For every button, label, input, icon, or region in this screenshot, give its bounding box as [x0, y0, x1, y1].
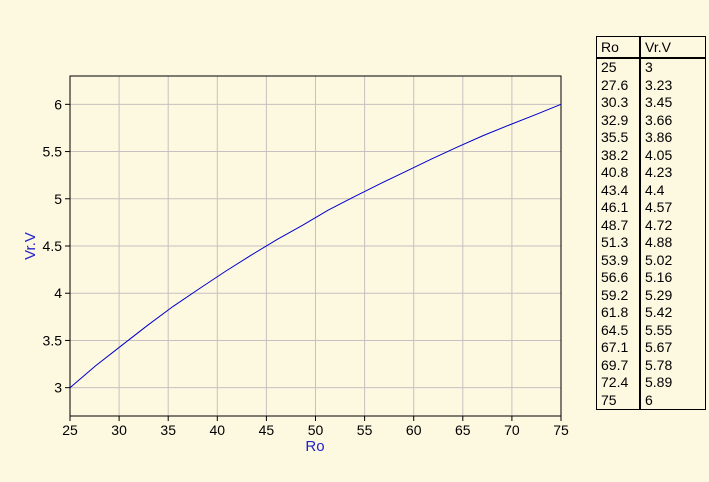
- cell-ro: 64.5: [596, 321, 641, 339]
- chart: 25 30 35 40 45 50 55 60 65 70 75 3 3.5 4 4.5 5 5.5 6 Ro V…: [22, 75, 569, 455]
- table-header-row: Ro Vr.V: [596, 36, 706, 59]
- x-tick-label: 60: [406, 422, 422, 438]
- x-tick-label: 55: [357, 422, 373, 438]
- cell-ro: 56.6: [596, 269, 641, 287]
- table-row: 61.8 5.42: [596, 304, 706, 322]
- table-row: 30.3 3.45: [596, 94, 706, 112]
- table-row: 43.4 4.4: [596, 181, 706, 199]
- cell-ro: 75: [596, 391, 641, 410]
- cell-vrv: 5.16: [645, 269, 673, 285]
- cell-vrv: 3: [645, 59, 653, 75]
- cell-vrv: 4.88: [645, 234, 673, 250]
- cell-vrv: 4.05: [645, 146, 673, 163]
- cell-ro: 48.7: [596, 216, 641, 234]
- cell-ro: 69.7: [596, 356, 641, 374]
- y-tick-label: 6: [54, 96, 62, 112]
- cell-ro: 35.5: [596, 129, 641, 147]
- cell-vrv: 4.72: [645, 216, 673, 233]
- y-tick-label: 5: [54, 191, 62, 207]
- cell-ro: 61.8: [596, 304, 641, 322]
- table-row: 38.2 4.05: [596, 146, 706, 164]
- column-header-vrv: Vr.V: [640, 36, 706, 59]
- table-body: 25 3 27.6 3.23 30.3 3.45 32.9 3.66 35.5 3.86 38.2 4…: [596, 58, 706, 410]
- cell-ro: 72.4: [596, 374, 641, 392]
- cell-vrv: 4.4: [645, 181, 665, 198]
- y-tick-label: 4.5: [43, 238, 63, 254]
- cell-ro: 38.2: [596, 146, 641, 164]
- cell-vrv: 5.78: [645, 356, 673, 373]
- chart-ticks: 25 30 35 40 45 50 55 60 65 70 75 3 3.5 4 4.5 5 5.5 6: [43, 96, 569, 438]
- x-tick-label: 75: [553, 422, 569, 438]
- cell-ro: 27.6: [596, 76, 641, 94]
- cell-vrv: 4.23: [645, 164, 673, 180]
- table-row: 40.8 4.23: [596, 164, 706, 182]
- cell-ro: 25: [596, 58, 641, 77]
- y-tick-label: 5.5: [43, 144, 63, 160]
- table-row: 59.2 5.29: [596, 286, 706, 304]
- x-axis-label: Ro: [305, 438, 324, 455]
- table-row: 46.1 4.57: [596, 199, 706, 217]
- cell-ro: 59.2: [596, 286, 641, 304]
- cell-vrv: 3.45: [645, 94, 673, 110]
- table-row: 56.6 5.16: [596, 269, 706, 287]
- x-tick-label: 45: [259, 422, 275, 438]
- chart-series: [69, 103, 562, 389]
- cell-vrv: 6: [645, 391, 653, 408]
- table-row: 32.9 3.66: [596, 111, 706, 129]
- y-axis-label: Vr.V: [22, 232, 39, 260]
- cell-ro: 67.1: [596, 339, 641, 357]
- cell-vrv: 3.66: [645, 111, 673, 128]
- cell-ro: 51.3: [596, 234, 641, 252]
- table-row: 48.7 4.72: [596, 216, 706, 234]
- cell-vrv: 5.29: [645, 286, 673, 303]
- cell-vrv: 5.89: [645, 374, 673, 390]
- y-tick-label: 3.5: [43, 332, 63, 348]
- data-table: Ro Vr.V 25 3 27.6 3.23 30.3 3.45 32.9 3.66 35.5 3…: [596, 36, 706, 410]
- x-tick-label: 65: [455, 422, 471, 438]
- x-tick-label: 30: [111, 422, 127, 438]
- table-row: 75 6: [596, 391, 706, 410]
- cell-vrv: 5.02: [645, 251, 673, 268]
- cell-vrv: 3.23: [645, 76, 673, 93]
- cell-vrv: 4.57: [645, 199, 673, 215]
- cell-ro: 32.9: [596, 111, 641, 129]
- cell-vrv: 3.86: [645, 129, 673, 145]
- column-header-ro: Ro: [596, 36, 641, 59]
- cell-ro: 40.8: [596, 164, 641, 182]
- cell-ro: 46.1: [596, 199, 641, 217]
- y-tick-label: 3: [54, 380, 62, 396]
- cell-ro: 43.4: [596, 181, 641, 199]
- cell-ro: 53.9: [596, 251, 641, 269]
- x-tick-label: 50: [308, 422, 324, 438]
- cell-vrv: 5.67: [645, 339, 673, 355]
- table-row: 69.7 5.78: [596, 356, 706, 374]
- x-tick-label: 70: [504, 422, 520, 438]
- table-row: 67.1 5.67: [596, 339, 706, 357]
- cell-vrv: 5.42: [645, 304, 673, 320]
- x-tick-label: 35: [160, 422, 176, 438]
- table-row: 53.9 5.02: [596, 251, 706, 269]
- chart-grid: [69, 76, 562, 416]
- table-row: 35.5 3.86: [596, 129, 706, 147]
- table-row: 27.6 3.23: [596, 76, 706, 94]
- series-line: [69, 103, 562, 389]
- cell-ro: 30.3: [596, 94, 641, 112]
- cell-vrv: 5.55: [645, 321, 673, 338]
- y-tick-label: 4: [54, 285, 62, 301]
- table-row: 72.4 5.89: [596, 374, 706, 392]
- table-row: 25 3: [596, 58, 706, 77]
- table-row: 51.3 4.88: [596, 234, 706, 252]
- x-tick-label: 40: [210, 422, 226, 438]
- x-tick-label: 25: [62, 422, 78, 438]
- table-row: 64.5 5.55: [596, 321, 706, 339]
